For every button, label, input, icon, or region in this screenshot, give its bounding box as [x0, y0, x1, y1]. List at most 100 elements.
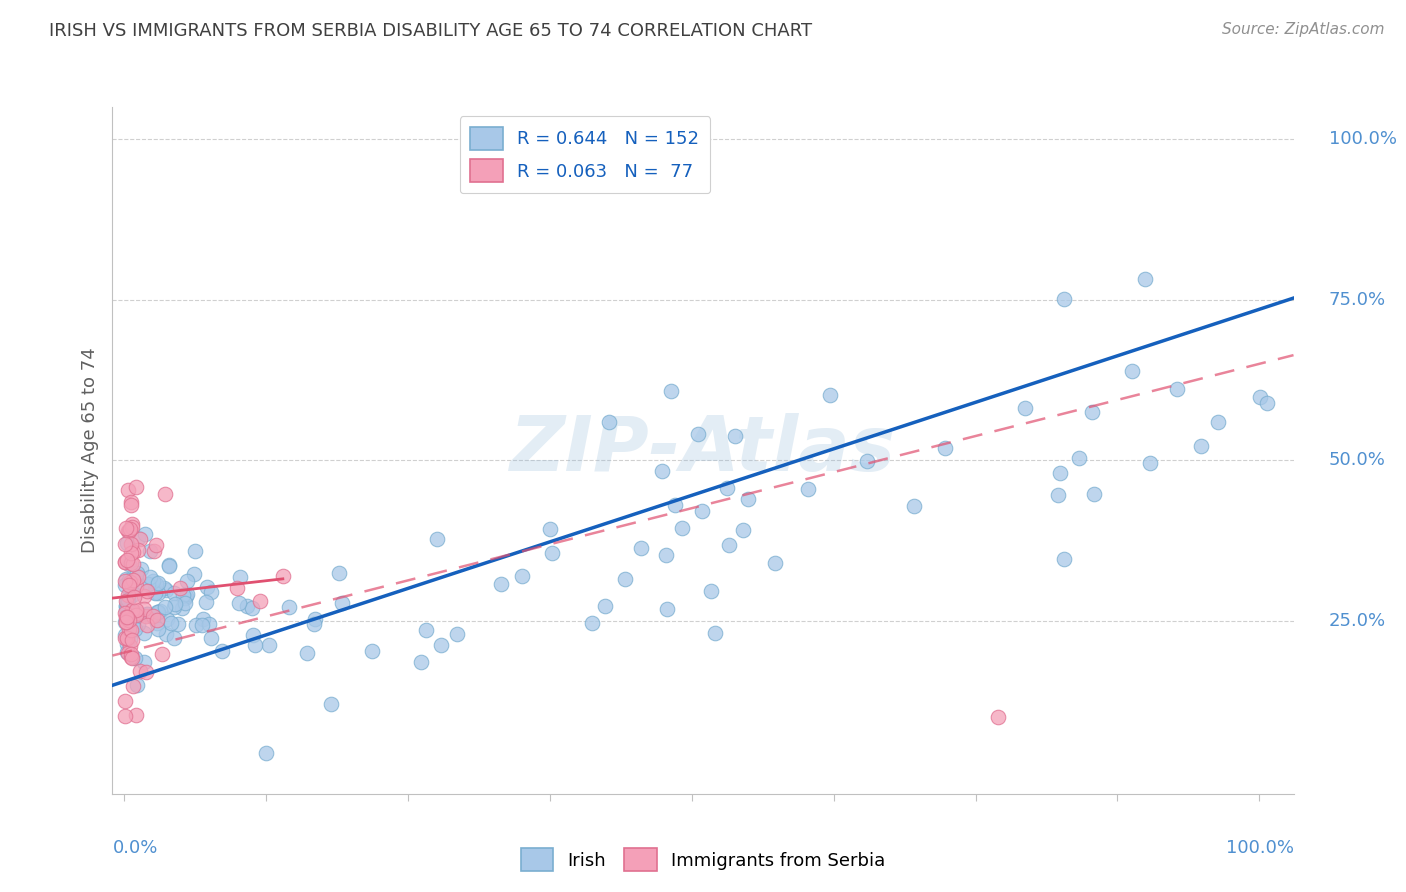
Point [169, 581, 191, 595]
Point [121, 679, 143, 693]
Point [489, 576, 512, 591]
Point [183, 566, 205, 581]
Text: Source: ZipAtlas.com: Source: ZipAtlas.com [1222, 22, 1385, 37]
Point [163, 586, 186, 600]
Point [651, 464, 673, 478]
Point [142, 608, 165, 623]
Point [332, 597, 354, 611]
Point [114, 607, 136, 621]
Point [120, 556, 142, 570]
Point [415, 623, 437, 637]
Point [115, 599, 138, 614]
Point [319, 697, 342, 711]
Point [598, 415, 620, 429]
Point [664, 498, 686, 512]
Point [1053, 293, 1076, 307]
Point [163, 631, 186, 645]
Point [120, 546, 142, 560]
Point [127, 616, 149, 631]
Point [278, 599, 301, 614]
Point [114, 577, 136, 591]
Point [593, 599, 616, 613]
Point [295, 646, 318, 660]
Point [934, 442, 956, 456]
Point [200, 585, 222, 599]
Point [115, 536, 138, 550]
Point [118, 575, 141, 590]
Point [114, 537, 136, 551]
Point [122, 587, 145, 601]
Point [125, 607, 148, 622]
Point [122, 573, 145, 587]
Point [125, 566, 148, 581]
Point [114, 708, 136, 723]
Point [135, 618, 157, 632]
Point [120, 623, 142, 637]
Point [128, 607, 150, 621]
Point [114, 555, 136, 569]
Point [118, 578, 141, 592]
Point [135, 607, 157, 622]
Point [328, 566, 350, 580]
Point [243, 638, 266, 652]
Point [136, 607, 159, 622]
Point [117, 646, 139, 660]
Point [127, 543, 149, 558]
Point [125, 579, 148, 593]
Point [191, 612, 214, 626]
Point [361, 644, 384, 658]
Point [121, 516, 143, 531]
Point [165, 597, 187, 611]
Point [135, 665, 157, 679]
Text: 100.0%: 100.0% [1226, 838, 1294, 856]
Point [117, 645, 139, 659]
Point [120, 576, 142, 591]
Point [117, 588, 139, 602]
Point [118, 640, 141, 654]
Point [122, 545, 145, 559]
Point [159, 615, 181, 630]
Point [132, 655, 155, 669]
Point [190, 617, 212, 632]
Point [724, 429, 747, 443]
Point [121, 618, 143, 632]
Point [153, 581, 176, 595]
Point [157, 558, 180, 572]
Point [118, 622, 141, 636]
Point [118, 522, 141, 536]
Point [170, 600, 193, 615]
Point [145, 615, 167, 630]
Point [118, 632, 141, 646]
Point [163, 599, 186, 614]
Point [271, 568, 294, 582]
Point [630, 541, 652, 556]
Point [1189, 439, 1212, 453]
Point [139, 570, 162, 584]
Point [148, 623, 170, 637]
Point [129, 580, 152, 594]
Point [174, 591, 197, 605]
Point [1053, 552, 1076, 566]
Point [115, 615, 138, 629]
Point [125, 603, 148, 617]
Point [1256, 395, 1278, 409]
Point [1249, 390, 1271, 404]
Point [117, 613, 139, 627]
Point [115, 610, 138, 624]
Point [121, 603, 143, 617]
Point [1206, 416, 1229, 430]
Point [135, 608, 157, 623]
Point [540, 522, 562, 536]
Point [120, 495, 142, 509]
Point [167, 616, 190, 631]
Point [114, 694, 136, 708]
Point [148, 605, 170, 619]
Point [134, 527, 156, 541]
Point [150, 647, 173, 661]
Point [174, 596, 197, 610]
Point [120, 650, 142, 665]
Point [1166, 382, 1188, 396]
Point [127, 531, 149, 545]
Point [120, 537, 142, 551]
Point [125, 678, 148, 692]
